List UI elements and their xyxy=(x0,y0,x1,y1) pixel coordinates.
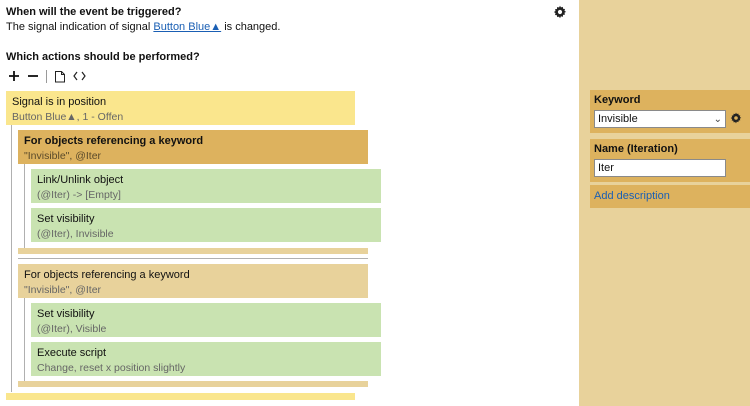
action-link-unlink[interactable]: Link/Unlink object (@Iter) -> [Empty] xyxy=(31,169,381,203)
loop-end-bar xyxy=(18,381,368,387)
signal-condition-subtitle: Button Blue▲, 1 - Offen xyxy=(12,111,124,123)
action-set-visibility[interactable]: Set visibility (@Iter), Visible xyxy=(31,303,381,337)
action-title: Set visibility xyxy=(37,308,95,320)
keyword-value: Invisible xyxy=(598,113,638,125)
loop-end-bar xyxy=(18,248,368,254)
tree-line xyxy=(11,125,12,392)
remove-action-button[interactable] xyxy=(25,68,41,84)
gear-icon[interactable] xyxy=(730,112,742,124)
tree-line xyxy=(24,298,25,384)
loop-subtitle: "Invisible", @Iter xyxy=(24,284,102,296)
signal-condition-title: Signal is in position xyxy=(12,96,107,108)
keyword-select[interactable]: Invisible ⌄ xyxy=(594,110,726,128)
copy-icon xyxy=(55,70,65,82)
signal-end-bar xyxy=(6,393,355,400)
action-subtitle: (@Iter), Visible xyxy=(37,323,107,335)
tree-line xyxy=(24,164,25,250)
name-label: Name (Iteration) xyxy=(594,143,678,155)
trigger-prefix: The signal indication of signal xyxy=(6,21,154,33)
signal-link[interactable]: Button Blue▲ xyxy=(153,21,222,33)
description-section xyxy=(590,185,750,208)
action-title: Execute script xyxy=(37,347,107,359)
action-execute-script[interactable]: Execute script Change, reset x position … xyxy=(31,342,381,376)
loop-title: For objects referencing a keyword xyxy=(24,269,190,281)
iteration-name-field[interactable]: Iter xyxy=(594,159,726,177)
toolbar-separator xyxy=(46,69,47,83)
action-title: Link/Unlink object xyxy=(37,174,124,186)
action-set-visibility[interactable]: Set visibility (@Iter), Invisible xyxy=(31,208,381,242)
actions-heading: Which actions should be performed? xyxy=(6,51,200,63)
add-action-button[interactable] xyxy=(6,68,22,84)
action-subtitle: Change, reset x position slightly xyxy=(37,362,186,374)
trigger-heading: When will the event be triggered? xyxy=(6,6,182,18)
code-icon xyxy=(72,71,86,81)
action-title: Set visibility xyxy=(37,213,95,225)
chevron-down-icon: ⌄ xyxy=(713,113,722,125)
code-view-button[interactable] xyxy=(71,68,87,84)
trigger-suffix: is changed. xyxy=(221,21,281,33)
copy-action-button[interactable] xyxy=(52,68,68,84)
plus-icon xyxy=(9,71,19,81)
main-area: When will the event be triggered? The si… xyxy=(6,5,567,400)
minus-icon xyxy=(28,75,38,77)
add-description-link[interactable]: Add description xyxy=(594,190,670,202)
loop-block-selected[interactable]: For objects referencing a keyword "Invis… xyxy=(18,130,368,164)
trigger-description: The signal indication of signal Button B… xyxy=(6,21,280,33)
loop-subtitle: "Invisible", @Iter xyxy=(24,150,102,162)
signal-condition-block[interactable]: Signal is in position Button Blue▲, 1 - … xyxy=(6,91,355,125)
tree-divider xyxy=(18,258,368,259)
actions-toolbar xyxy=(6,68,90,84)
keyword-label: Keyword xyxy=(594,94,641,106)
loop-title: For objects referencing a keyword xyxy=(24,135,204,147)
action-subtitle: (@Iter), Invisible xyxy=(37,228,114,240)
action-subtitle: (@Iter) -> [Empty] xyxy=(37,189,121,201)
gear-icon[interactable] xyxy=(553,5,567,19)
loop-block[interactable]: For objects referencing a keyword "Invis… xyxy=(18,264,368,298)
